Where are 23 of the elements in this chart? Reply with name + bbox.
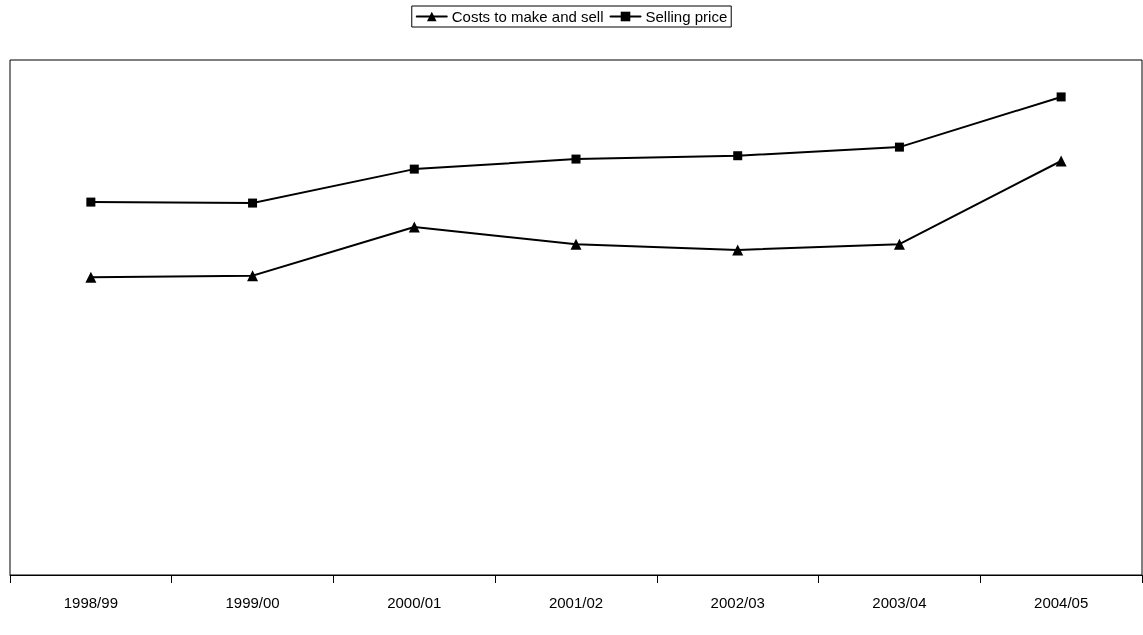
point	[894, 142, 904, 152]
legend-label: Selling price	[645, 8, 728, 25]
x-tick-label: 2003/04	[872, 594, 927, 611]
x-tick-label: 2000/01	[387, 594, 442, 611]
point	[1055, 155, 1067, 167]
point	[409, 164, 419, 174]
point	[1056, 92, 1066, 102]
point	[570, 238, 582, 250]
point	[86, 197, 96, 207]
x-tick-label: 2002/03	[710, 594, 765, 611]
x-tick-label: 2004/05	[1034, 594, 1089, 611]
x-tick-label: 1999/00	[225, 594, 280, 611]
point	[571, 154, 581, 164]
point	[732, 244, 744, 256]
legend-label: Costs to make and sell	[451, 8, 604, 25]
x-tick-label: 2001/02	[548, 594, 604, 611]
point	[248, 198, 258, 208]
point	[408, 221, 420, 233]
point	[893, 238, 905, 250]
point	[247, 270, 259, 282]
point	[85, 271, 97, 283]
x-tick-label: 1998/99	[63, 594, 118, 611]
point	[733, 151, 743, 161]
